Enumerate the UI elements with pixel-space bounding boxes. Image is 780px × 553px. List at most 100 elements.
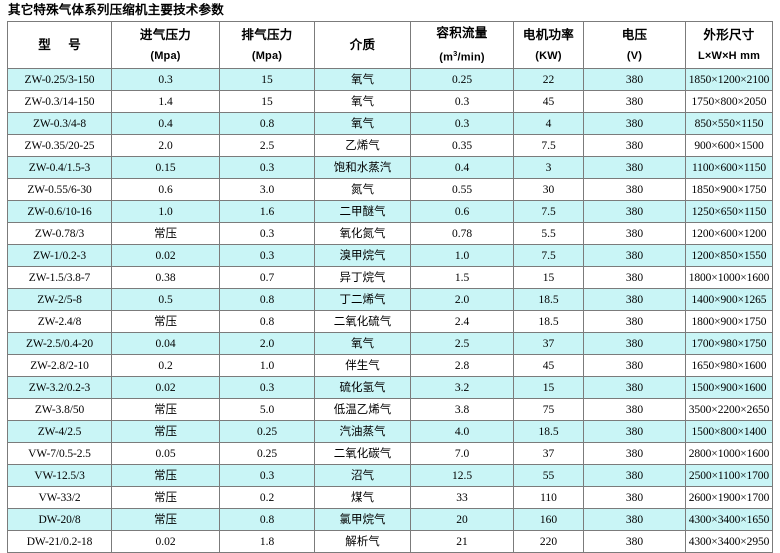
cell-outlet: 0.8 (219, 112, 315, 135)
cell-voltage: 380 (583, 266, 686, 289)
cell-inlet: 常压 (111, 222, 220, 245)
cell-model: ZW-1.5/3.8-7 (7, 266, 112, 289)
cell-outlet: 0.3 (219, 156, 315, 179)
cell-medium: 低温乙烯气 (314, 398, 411, 421)
column-header-motor-power: 电机功率 (KW) (513, 21, 584, 69)
cell-voltage: 380 (583, 508, 686, 531)
table-row: ZW-3.2/0.2-3 0.02 0.3 硫化氢气 3.2 15 380 1500×900×… (7, 376, 773, 399)
cell-power: 22 (513, 68, 584, 91)
cell-power: 110 (513, 486, 584, 509)
cell-voltage: 380 (583, 112, 686, 135)
cell-power: 15 (513, 266, 584, 289)
cell-inlet: 0.05 (111, 442, 220, 465)
column-header-flow-label: 容积流量 (436, 25, 488, 40)
cell-flow: 0.6 (410, 200, 514, 223)
cell-outlet: 0.3 (219, 464, 315, 487)
cell-voltage: 380 (583, 310, 686, 333)
cell-dimensions: 1400×900×1265 (685, 288, 773, 311)
cell-medium: 汽油蒸气 (314, 420, 411, 443)
column-header-medium-label: 介质 (349, 38, 376, 52)
cell-voltage: 380 (583, 68, 686, 91)
table-body: ZW-0.25/3-150 0.3 15 氧气 0.25 22 380 1850×1200×2… (7, 68, 773, 553)
cell-dimensions: 900×600×1500 (685, 134, 773, 157)
cell-power: 45 (513, 354, 584, 377)
column-header-model: 型 号 (7, 21, 112, 69)
cell-model: ZW-0.6/10-16 (7, 200, 112, 223)
table-row: ZW-0.35/20-25 2.0 2.5 乙烯气 0.35 7.5 380 900×600×… (7, 134, 773, 157)
cell-power: 55 (513, 464, 584, 487)
cell-medium: 二氧化碳气 (314, 442, 411, 465)
cell-voltage: 380 (583, 442, 686, 465)
cell-model: ZW-1/0.2-3 (7, 244, 112, 267)
table-row: ZW-0.3/14-150 1.4 15 氧气 0.3 45 380 1750×800×205… (7, 90, 773, 113)
cell-flow: 2.0 (410, 288, 514, 311)
cell-flow: 0.35 (410, 134, 514, 157)
cell-flow: 7.0 (410, 442, 514, 465)
cell-inlet: 常压 (111, 398, 220, 421)
column-header-medium: 介质 (314, 21, 411, 69)
table-header: 型 号 进气压力 (Mpa) 排气压力 (Mpa) (7, 21, 773, 69)
cell-inlet: 0.02 (111, 376, 220, 399)
cell-dimensions: 1200×850×1550 (685, 244, 773, 267)
cell-dimensions: 1250×650×1150 (685, 200, 773, 223)
cell-inlet: 0.5 (111, 288, 220, 311)
table-row: VW-12.5/3 常压 0.3 沼气 12.5 55 380 2500×1100×1700 (7, 464, 773, 487)
cell-dimensions: 1100×600×1150 (685, 156, 773, 179)
cell-flow: 0.78 (410, 222, 514, 245)
column-header-inlet-pressure-unit: (Mpa) (150, 49, 181, 62)
cell-model: ZW-4/2.5 (7, 420, 112, 443)
cell-flow: 2.4 (410, 310, 514, 333)
cell-model: VW-33/2 (7, 486, 112, 509)
cell-inlet: 0.38 (111, 266, 220, 289)
cell-outlet: 15 (219, 90, 315, 113)
cell-power: 75 (513, 398, 584, 421)
cell-outlet: 0.2 (219, 486, 315, 509)
column-header-motor-power-unit: (KW) (535, 49, 562, 62)
cell-flow: 21 (410, 530, 514, 553)
table-row: ZW-2.8/2-10 0.2 1.0 伴生气 2.8 45 380 1650×980×160… (7, 354, 773, 377)
cell-dimensions: 1500×800×1400 (685, 420, 773, 443)
cell-model: DW-20/8 (7, 508, 112, 531)
cell-medium: 解析气 (314, 530, 411, 553)
column-header-inlet-pressure: 进气压力 (Mpa) (111, 21, 220, 69)
cell-dimensions: 1850×1200×2100 (685, 68, 773, 91)
cell-medium: 饱和水蒸汽 (314, 156, 411, 179)
cell-power: 37 (513, 332, 584, 355)
cell-voltage: 380 (583, 178, 686, 201)
column-header-outlet-pressure: 排气压力 (Mpa) (219, 21, 315, 69)
cell-outlet: 1.0 (219, 354, 315, 377)
cell-outlet: 0.25 (219, 420, 315, 443)
cell-power: 5.5 (513, 222, 584, 245)
cell-medium: 溴甲烷气 (314, 244, 411, 267)
column-header-inlet-pressure-label: 进气压力 (139, 27, 192, 42)
table-row: VW-7/0.5-2.5 0.05 0.25 二氧化碳气 7.0 37 380 2800×10… (7, 442, 773, 465)
table-row: ZW-0.78/3 常压 0.3 氧化氮气 0.78 5.5 380 1200×600×120… (7, 222, 773, 245)
cell-flow: 1.0 (410, 244, 514, 267)
column-header-voltage-label: 电压 (621, 27, 648, 42)
cell-voltage: 380 (583, 288, 686, 311)
table-row: ZW-2.4/8 常压 0.8 二氧化硫气 2.4 18.5 380 1800×900×175… (7, 310, 773, 333)
column-header-outlet-pressure-label: 排气压力 (241, 27, 293, 42)
cell-medium: 二氧化硫气 (314, 310, 411, 333)
column-header-voltage: 电压 (V) (583, 21, 686, 69)
cell-model: DW-21/0.2-18 (7, 530, 112, 553)
page-title: 其它特殊气体系列压缩机主要技术参数 (8, 3, 224, 17)
cell-model: ZW-0.4/1.5-3 (7, 156, 112, 179)
cell-voltage: 380 (583, 464, 686, 487)
cell-outlet: 0.3 (219, 376, 315, 399)
cell-dimensions: 1500×900×1600 (685, 376, 773, 399)
cell-dimensions: 2600×1900×1700 (685, 486, 773, 509)
cell-inlet: 0.02 (111, 244, 220, 267)
cell-inlet: 常压 (111, 508, 220, 531)
cell-power: 220 (513, 530, 584, 553)
cell-power: 18.5 (513, 310, 584, 333)
table-row: ZW-0.4/1.5-3 0.15 0.3 饱和水蒸汽 0.4 3 380 1100×600×… (7, 156, 773, 179)
cell-model: ZW-0.55/6-30 (7, 178, 112, 201)
cell-voltage: 380 (583, 420, 686, 443)
table-row: ZW-0.25/3-150 0.3 15 氧气 0.25 22 380 1850×1200×2… (7, 68, 773, 91)
cell-model: ZW-0.35/20-25 (7, 134, 112, 157)
cell-inlet: 0.02 (111, 530, 220, 553)
cell-power: 7.5 (513, 134, 584, 157)
column-header-flow: 容积流量 (m3/min) (410, 21, 514, 69)
cell-model: ZW-2.8/2-10 (7, 354, 112, 377)
